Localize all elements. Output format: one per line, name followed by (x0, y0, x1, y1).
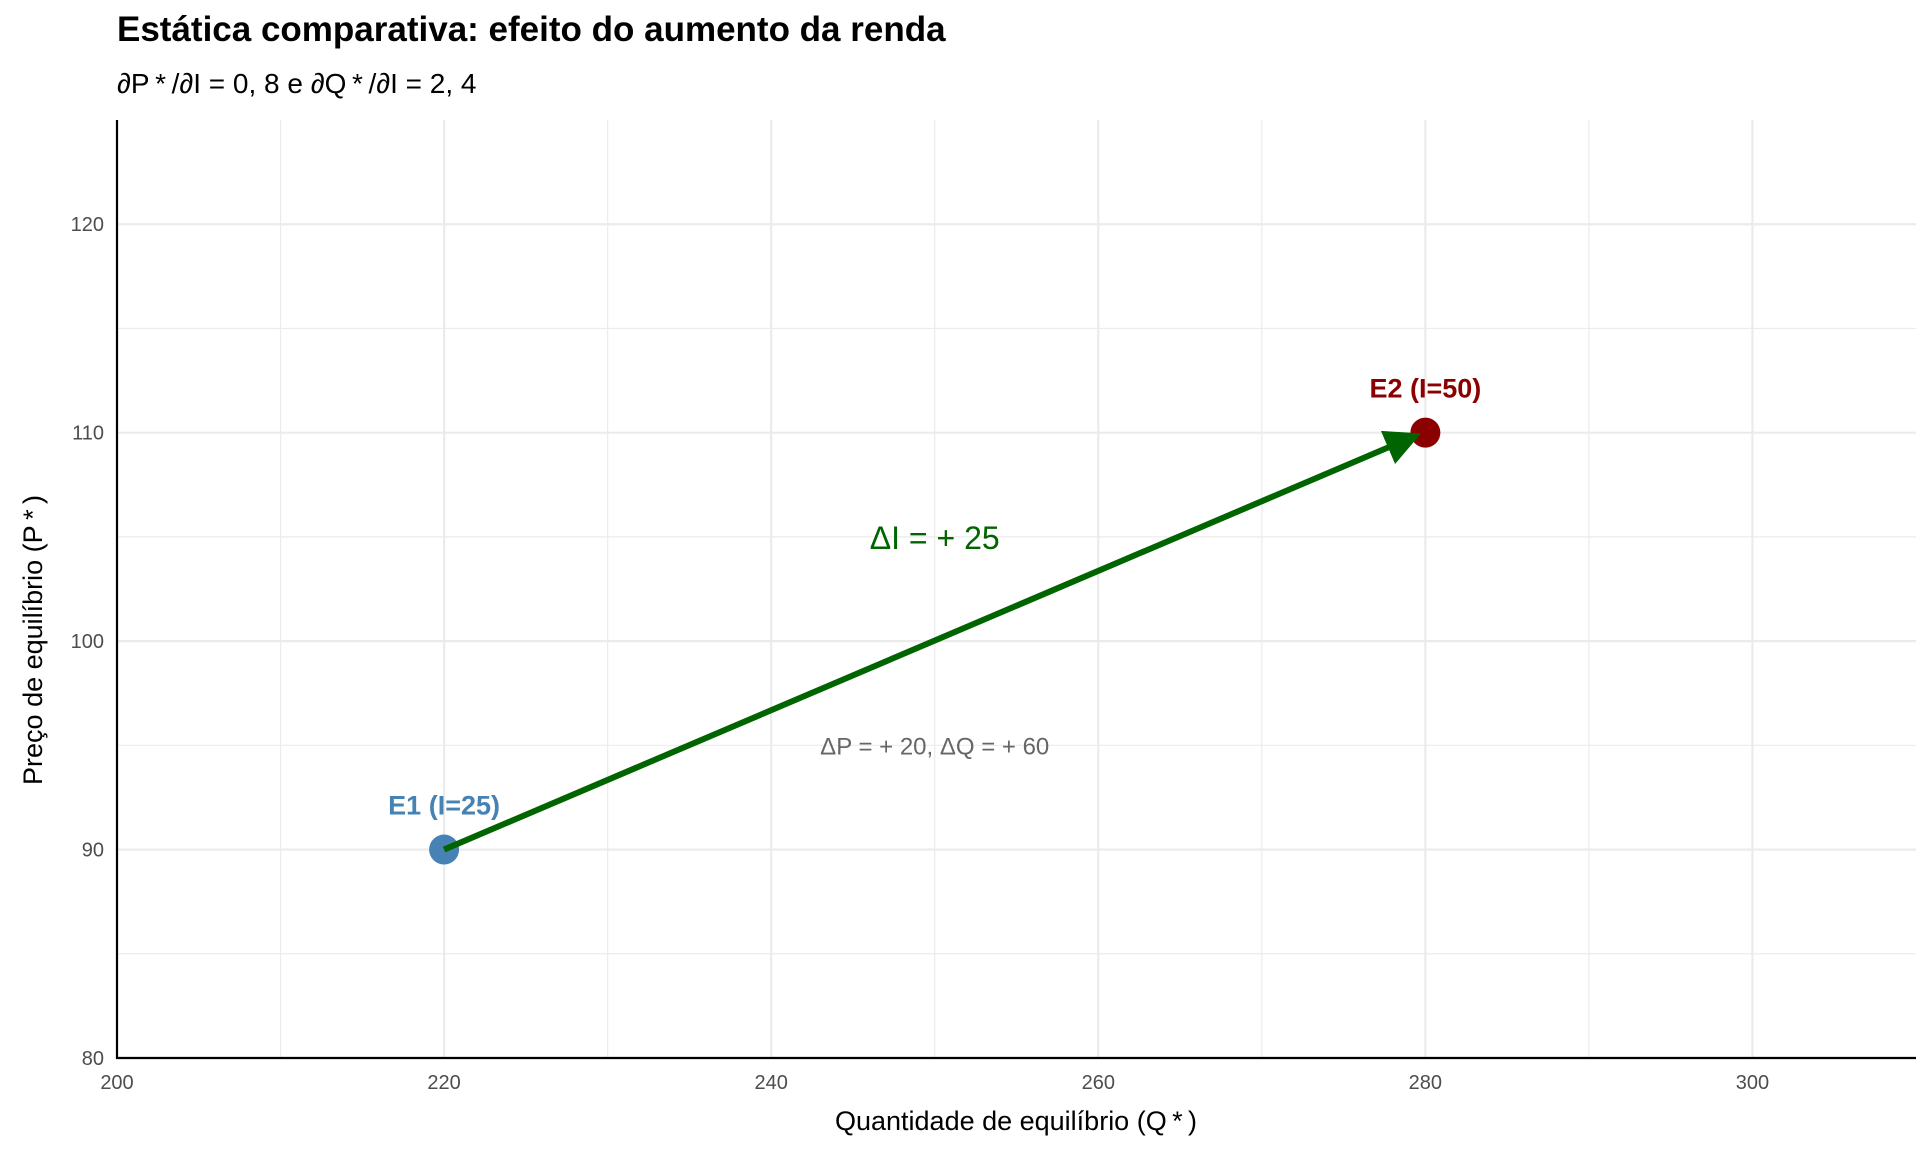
axes (115, 120, 1916, 1060)
income-change-label: ΔI = + 25 (870, 520, 1000, 556)
point-label-1: E1 (I=25) (388, 791, 500, 821)
delta-pq-label: ΔP = + 20, ΔQ = + 60 (820, 733, 1049, 760)
x-tick-labels: 200 220 240 260 280 300 (100, 1072, 1769, 1094)
y-tick-label: 120 (71, 214, 104, 236)
chart-marks: E1 (I=25) E2 (I=50) ΔI = + 25 ΔP = + 20, ΔQ… (388, 374, 1481, 865)
shift-arrow (442, 430, 1422, 853)
equilibrium-point-2 (1410, 417, 1441, 448)
x-tick-label: 200 (100, 1072, 133, 1094)
chart-title: Estática comparativa: efeito do aumento … (117, 10, 946, 49)
x-tick-label: 260 (1082, 1072, 1115, 1094)
point-label-2: E2 (I=50) (1369, 374, 1481, 404)
chart-subtitle: ∂P * /∂I = 0, 8 e ∂Q * /∂I = 2, 4 (117, 68, 477, 99)
y-tick-label: 100 (71, 631, 104, 653)
x-tick-label: 240 (754, 1072, 787, 1094)
y-tick-label: 90 (82, 840, 104, 862)
y-tick-label: 110 (72, 423, 104, 445)
y-tick-label: 80 (82, 1048, 104, 1070)
x-tick-label: 280 (1409, 1072, 1442, 1094)
x-tick-label: 220 (427, 1072, 460, 1094)
y-axis-title: Preço de equilíbrio (P * ) (18, 495, 48, 785)
grid-major (115, 120, 1916, 1060)
grid-minor (117, 120, 1916, 1058)
x-axis-title: Quantidade de equilíbrio (Q * ) (835, 1106, 1197, 1136)
x-tick-label: 300 (1736, 1072, 1769, 1094)
y-tick-labels: 80 90 100 110 120 (71, 214, 104, 1070)
